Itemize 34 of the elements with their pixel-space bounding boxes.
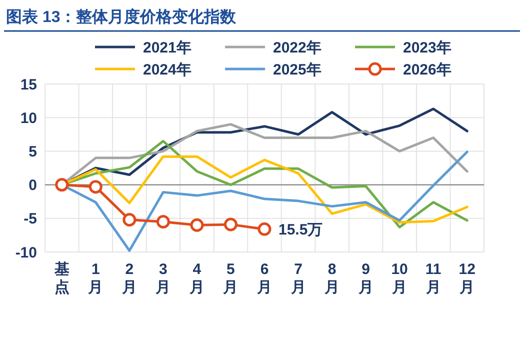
x-tick-label: 8月 [324,261,340,296]
x-tick-label: 6月 [256,261,272,296]
legend-label: 2025年 [273,61,322,78]
chart-title: 图表 13：整体月度价格变化指数 [6,7,238,26]
annotation: 15.5万 [278,221,323,238]
legend-label: 2021年 [143,39,192,56]
point [88,180,102,194]
x-tick-label: 1月 [87,261,104,296]
legend-label: 2022年 [273,39,322,56]
x-tick-label: 2月 [120,261,137,296]
point [258,222,272,236]
legend-label: 2023年 [403,39,452,56]
point [190,218,204,232]
y-tick-label: 0 [28,177,37,194]
legend-label: 2024年 [143,61,192,78]
x-tick-label: 11月 [424,261,442,296]
point [156,215,170,229]
x-tick-label: 基点 [53,261,70,296]
y-tick-label: 10 [20,110,37,127]
x-tick-label: 5月 [222,261,238,296]
x-tick-label: 9月 [357,261,374,296]
x-tick-label: 10月 [391,261,408,296]
point [55,178,69,192]
point [224,218,238,232]
x-tick-label: 3月 [154,261,171,296]
legend-label: 2026年 [403,61,452,78]
x-tick-label: 7月 [290,261,306,296]
point [122,212,136,226]
y-tick-label: 5 [28,143,37,160]
x-tick-label: 12月 [458,261,476,296]
y-tick-label: -10 [15,244,37,262]
y-tick-label: -5 [24,210,37,228]
y-tick-label: 15 [20,76,37,94]
x-tick-label: 4月 [188,261,204,296]
